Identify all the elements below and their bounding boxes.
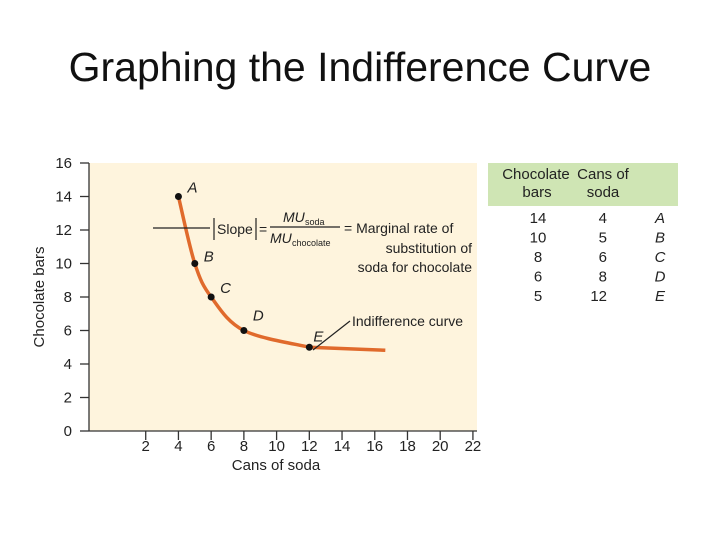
y-tick-label: 0 <box>64 423 72 440</box>
x-tick-label: 4 <box>174 438 182 455</box>
table-rows: 14 4 A 10 5 B 8 6 C 6 8 D 5 12 E <box>530 210 666 305</box>
x-tick-label: 16 <box>366 438 383 455</box>
x-tick-label: 10 <box>268 438 285 455</box>
point-label-c: C <box>220 280 231 297</box>
table-cell-point: C <box>655 249 666 266</box>
y-tick-label: 8 <box>64 289 72 306</box>
y-tick-label: 14 <box>55 189 72 206</box>
table-header-soda-1: Cans of <box>577 166 630 183</box>
mrs-line-1: = Marginal rate of <box>344 220 453 236</box>
y-tick-label: 16 <box>55 155 72 172</box>
table-cell-point: A <box>654 210 665 227</box>
slide-title: Graphing the Indifference Curve <box>68 44 652 90</box>
table-cell-chocolate: 10 <box>530 230 547 247</box>
y-tick-labels: 0 2 4 6 8 10 12 14 16 <box>55 155 72 440</box>
mu-numerator: MU <box>283 209 306 225</box>
x-tick-label: 14 <box>334 438 351 455</box>
table-cell-point: E <box>655 288 666 305</box>
point-b <box>191 260 199 267</box>
point-e <box>305 343 313 351</box>
table-header-chocolate-2: bars <box>522 184 551 201</box>
table-cell-soda: 8 <box>599 269 607 286</box>
point-label-a: A <box>186 180 197 197</box>
table-header-chocolate-1: Chocolate <box>502 166 570 183</box>
axes <box>80 162 477 440</box>
mrs-line-3: soda for chocolate <box>358 259 473 275</box>
x-tick-label: 6 <box>207 438 215 455</box>
table-header-soda-2: soda <box>587 184 620 201</box>
x-tick-label: 2 <box>142 438 150 455</box>
table-cell-soda: 6 <box>599 249 607 266</box>
plot-background <box>89 163 477 431</box>
y-axis-label: Chocolate bars <box>31 247 48 348</box>
y-tick-label: 10 <box>55 256 72 273</box>
mu-denominator-sub: chocolate <box>292 238 331 248</box>
mu-denominator: MU <box>270 230 293 246</box>
x-tick-labels: 2 4 6 8 10 12 14 16 18 20 22 <box>142 438 482 455</box>
x-tick-label: 22 <box>465 438 482 455</box>
table-cell-chocolate: 14 <box>530 210 547 227</box>
table-cell-soda: 12 <box>590 288 607 305</box>
mu-numerator-sub: soda <box>305 217 325 227</box>
point-label-b: B <box>204 249 214 266</box>
x-tick-label: 12 <box>301 438 318 455</box>
point-d <box>240 327 248 334</box>
table-header-background <box>488 163 678 206</box>
curve-label-leader <box>312 320 351 351</box>
curve-tail <box>309 345 386 352</box>
point-label-d: D <box>253 308 264 325</box>
slope-equals: = <box>259 221 267 237</box>
y-tick-label: 12 <box>55 222 72 239</box>
point-c <box>207 293 215 301</box>
data-points: A BC D E <box>174 180 324 351</box>
x-tick-label: 18 <box>399 438 416 455</box>
x-axis-label: Cans of soda <box>232 457 321 474</box>
table-cell-chocolate: 8 <box>534 249 542 266</box>
table-cell-chocolate: 6 <box>534 269 542 286</box>
slope-word: Slope <box>217 221 253 237</box>
point-label-e: E <box>313 328 324 345</box>
x-tick-label: 20 <box>432 438 449 455</box>
mrs-line-2: substitution of <box>386 240 472 256</box>
table-cell-soda: 4 <box>599 210 607 227</box>
x-tick-label: 8 <box>240 438 248 455</box>
table-cell-point: D <box>655 269 666 286</box>
table-cell-soda: 5 <box>599 230 607 247</box>
curve-label: Indifference curve <box>352 313 463 329</box>
y-tick-label: 4 <box>64 356 72 373</box>
y-tick-label: 2 <box>64 390 72 407</box>
table-cell-point: B <box>655 230 665 247</box>
table-cell-chocolate: 5 <box>534 288 542 305</box>
y-tick-label: 6 <box>64 323 72 340</box>
point-a <box>174 193 182 200</box>
